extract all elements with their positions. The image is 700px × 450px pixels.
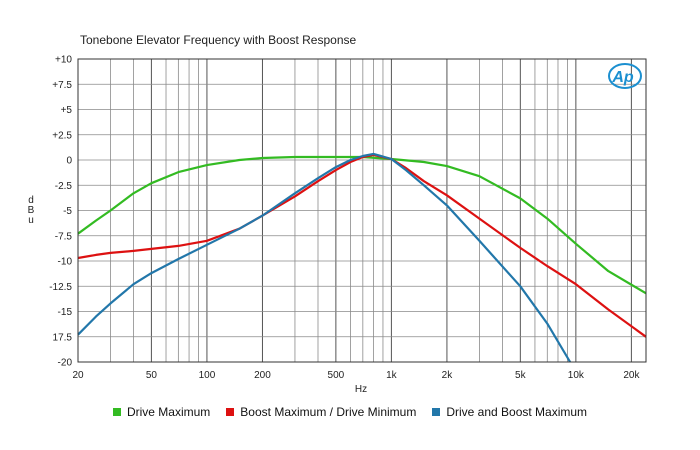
y-tick-label: +5 — [61, 105, 73, 116]
legend-label: Boost Maximum / Drive Minimum — [240, 405, 417, 419]
y-tick-label: +2.5 — [52, 130, 72, 141]
legend-swatch — [432, 408, 441, 416]
chart-title: Tonebone Elevator Frequency with Boost R… — [80, 33, 357, 47]
y-tick-label: +10 — [55, 55, 72, 66]
series-line — [77, 152, 572, 363]
x-tick-label: 2k — [442, 370, 454, 381]
y-tick-label: -5 — [63, 206, 72, 217]
plot-frame — [77, 58, 647, 363]
legend-swatch — [112, 408, 121, 416]
y-axis-label-char: u — [28, 215, 34, 226]
series-line — [77, 155, 647, 295]
series-line — [77, 153, 647, 338]
legend-item: Drive and Boost Maximum — [432, 405, 587, 419]
y-axis-label-char: d — [28, 195, 34, 206]
x-tick-label: 20 — [72, 370, 84, 381]
x-tick-label: 50 — [146, 370, 158, 381]
grid-layer — [77, 58, 646, 363]
x-tick-label: 10k — [568, 370, 585, 381]
y-tick-label: -20 — [58, 358, 73, 369]
y-tick-label: -7.5 — [55, 231, 73, 242]
x-tick-label: 20k — [623, 370, 640, 381]
legend-item: Drive Maximum — [112, 405, 211, 419]
y-tick-label: +7.5 — [52, 80, 72, 91]
legend-label: Drive and Boost Maximum — [446, 405, 588, 419]
y-axis-label-char: B — [28, 205, 35, 216]
chart-legend: Drive Maximum Boost Maximum / Drive Minim… — [0, 405, 700, 419]
legend-label: Drive Maximum — [126, 405, 211, 419]
x-tick-label: 1k — [386, 370, 398, 381]
legend-item: Boost Maximum / Drive Minimum — [226, 405, 416, 419]
x-tick-label: 5k — [515, 370, 527, 381]
x-tick-labels: 20 50 100 200 500 1k 2k 5k 10k 20k — [72, 370, 640, 381]
x-axis-label: Hz — [355, 384, 367, 395]
y-axis-label: dBu — [28, 195, 35, 226]
series-layer — [77, 152, 647, 363]
x-tick-label: 200 — [254, 370, 271, 381]
x-tick-label: 100 — [199, 370, 216, 381]
x-tick-label: 500 — [328, 370, 345, 381]
ap-logo-icon: Ap — [608, 63, 642, 89]
y-tick-label: -15 — [58, 307, 73, 318]
legend-swatch — [226, 408, 235, 416]
y-tick-label: -12.5 — [49, 282, 72, 293]
y-tick-label: 17.5 — [53, 332, 73, 343]
y-tick-label: -10 — [58, 257, 73, 268]
y-tick-label: 0 — [66, 156, 72, 167]
y-tick-label: -2.5 — [55, 181, 73, 192]
svg-text:Ap: Ap — [611, 69, 634, 86]
y-tick-labels: +10 +7.5 +5 +2.5 0 -2.5 -5 -7.5 -10 -12.5 -15 17.5 -… — [49, 55, 72, 369]
